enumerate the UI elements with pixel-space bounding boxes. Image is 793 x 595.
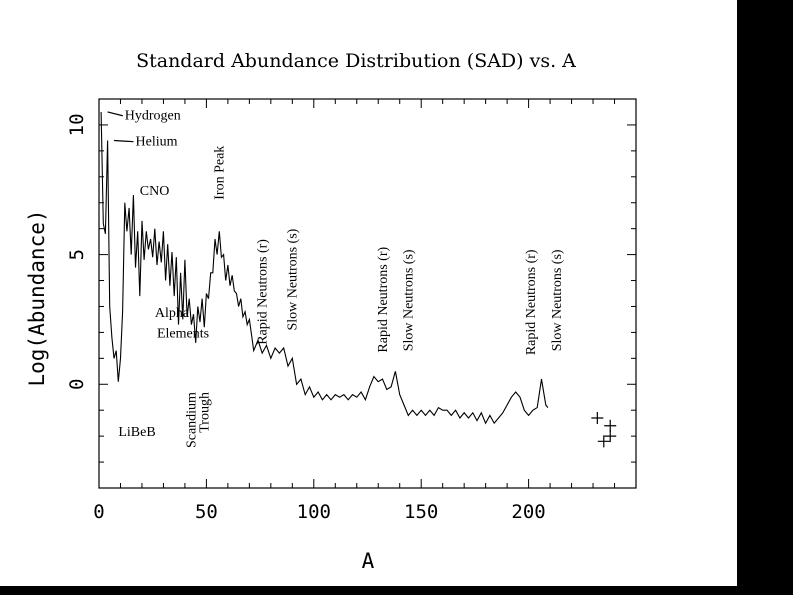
annotation-leader: [107, 111, 123, 117]
plot-frame: [98, 98, 637, 489]
plus-marker: [591, 411, 604, 424]
y-axis-label: Log(Abundance): [25, 209, 49, 386]
x-tick-label: 150: [404, 501, 438, 523]
annotations: Hydrogen Helium CNO Alpha Elements LiBeB Scand…: [107, 109, 565, 448]
annotation-label: Trough: [198, 392, 213, 433]
annotation-label: LiBeB: [118, 425, 155, 440]
annotation-label: Elements: [157, 327, 209, 342]
annotation-label: Rapid Neutrons (r): [376, 246, 391, 352]
axis-ticks: [98, 98, 637, 489]
tick-labels: 0 50 100 150 200 0 5 10: [66, 113, 546, 523]
y-tick-label: 10: [66, 113, 88, 136]
x-tick-label: 0: [93, 501, 104, 523]
plus-marker: [604, 430, 617, 443]
x-tick-label: 50: [195, 501, 218, 523]
chart-canvas: Standard Abundance Distribution (SAD) vs…: [0, 0, 737, 586]
annotation-label: Slow Neutrons (s): [286, 228, 301, 330]
annotation-label: Scandium: [185, 392, 200, 448]
y-tick-label: 0: [66, 379, 88, 390]
annotation-label: CNO: [140, 184, 170, 199]
extra-points: [591, 411, 617, 448]
annotation-label: Alpha: [155, 306, 190, 321]
annotation-leader: [113, 139, 134, 143]
abundance-line: [100, 111, 549, 425]
x-axis-label: A: [362, 549, 375, 573]
y-tick-label: 5: [66, 249, 88, 260]
annotation-label: Hydrogen: [125, 109, 181, 124]
plus-marker: [597, 435, 610, 448]
annotation-label: Rapid Neutrons (r): [524, 249, 539, 355]
x-tick-label: 100: [297, 501, 331, 523]
annotation-label: Slow Neutrons (s): [402, 249, 417, 351]
chart-title: Standard Abundance Distribution (SAD) vs…: [136, 50, 576, 72]
annotation-label: Helium: [136, 135, 178, 150]
abundance-chart: Standard Abundance Distribution (SAD) vs…: [25, 50, 637, 573]
annotation-label: Slow Neutrons (s): [550, 249, 565, 351]
x-tick-label: 200: [511, 501, 545, 523]
annotation-label: Rapid Neutrons (r): [256, 239, 271, 345]
annotation-label: Iron Peak: [213, 146, 228, 200]
plus-marker: [604, 419, 617, 432]
